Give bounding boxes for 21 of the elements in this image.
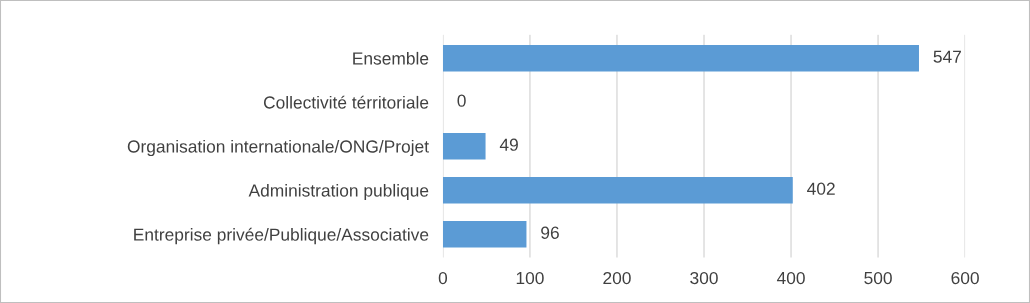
x-tick-label: 600: [951, 271, 979, 285]
x-tick-label: 400: [776, 271, 805, 285]
data-label: 96: [541, 226, 559, 239]
x-tick-label: 100: [516, 271, 544, 285]
bar: [442, 44, 919, 72]
x-tick-label: 200: [603, 271, 631, 285]
y-tick-label: Collectivité térritoriale: [263, 95, 429, 109]
bar: [442, 221, 527, 248]
x-tick-label: 500: [864, 271, 892, 285]
y-tick-label: Organisation internationale/ONG/Projet: [127, 139, 429, 157]
y-tick-label: Entreprise privée/Publique/Associative: [134, 227, 429, 245]
bar: [442, 177, 793, 204]
data-label: 0: [457, 94, 466, 107]
x-tick-label: 0: [438, 271, 448, 285]
data-label: 547: [933, 50, 961, 63]
y-tick-label: Administration publique: [248, 183, 429, 201]
data-label: 49: [499, 138, 518, 151]
y-tick-label: Ensemble: [353, 51, 429, 65]
x-tick-label: 300: [690, 271, 718, 285]
data-label: 402: [807, 182, 835, 195]
bar: [442, 132, 486, 160]
